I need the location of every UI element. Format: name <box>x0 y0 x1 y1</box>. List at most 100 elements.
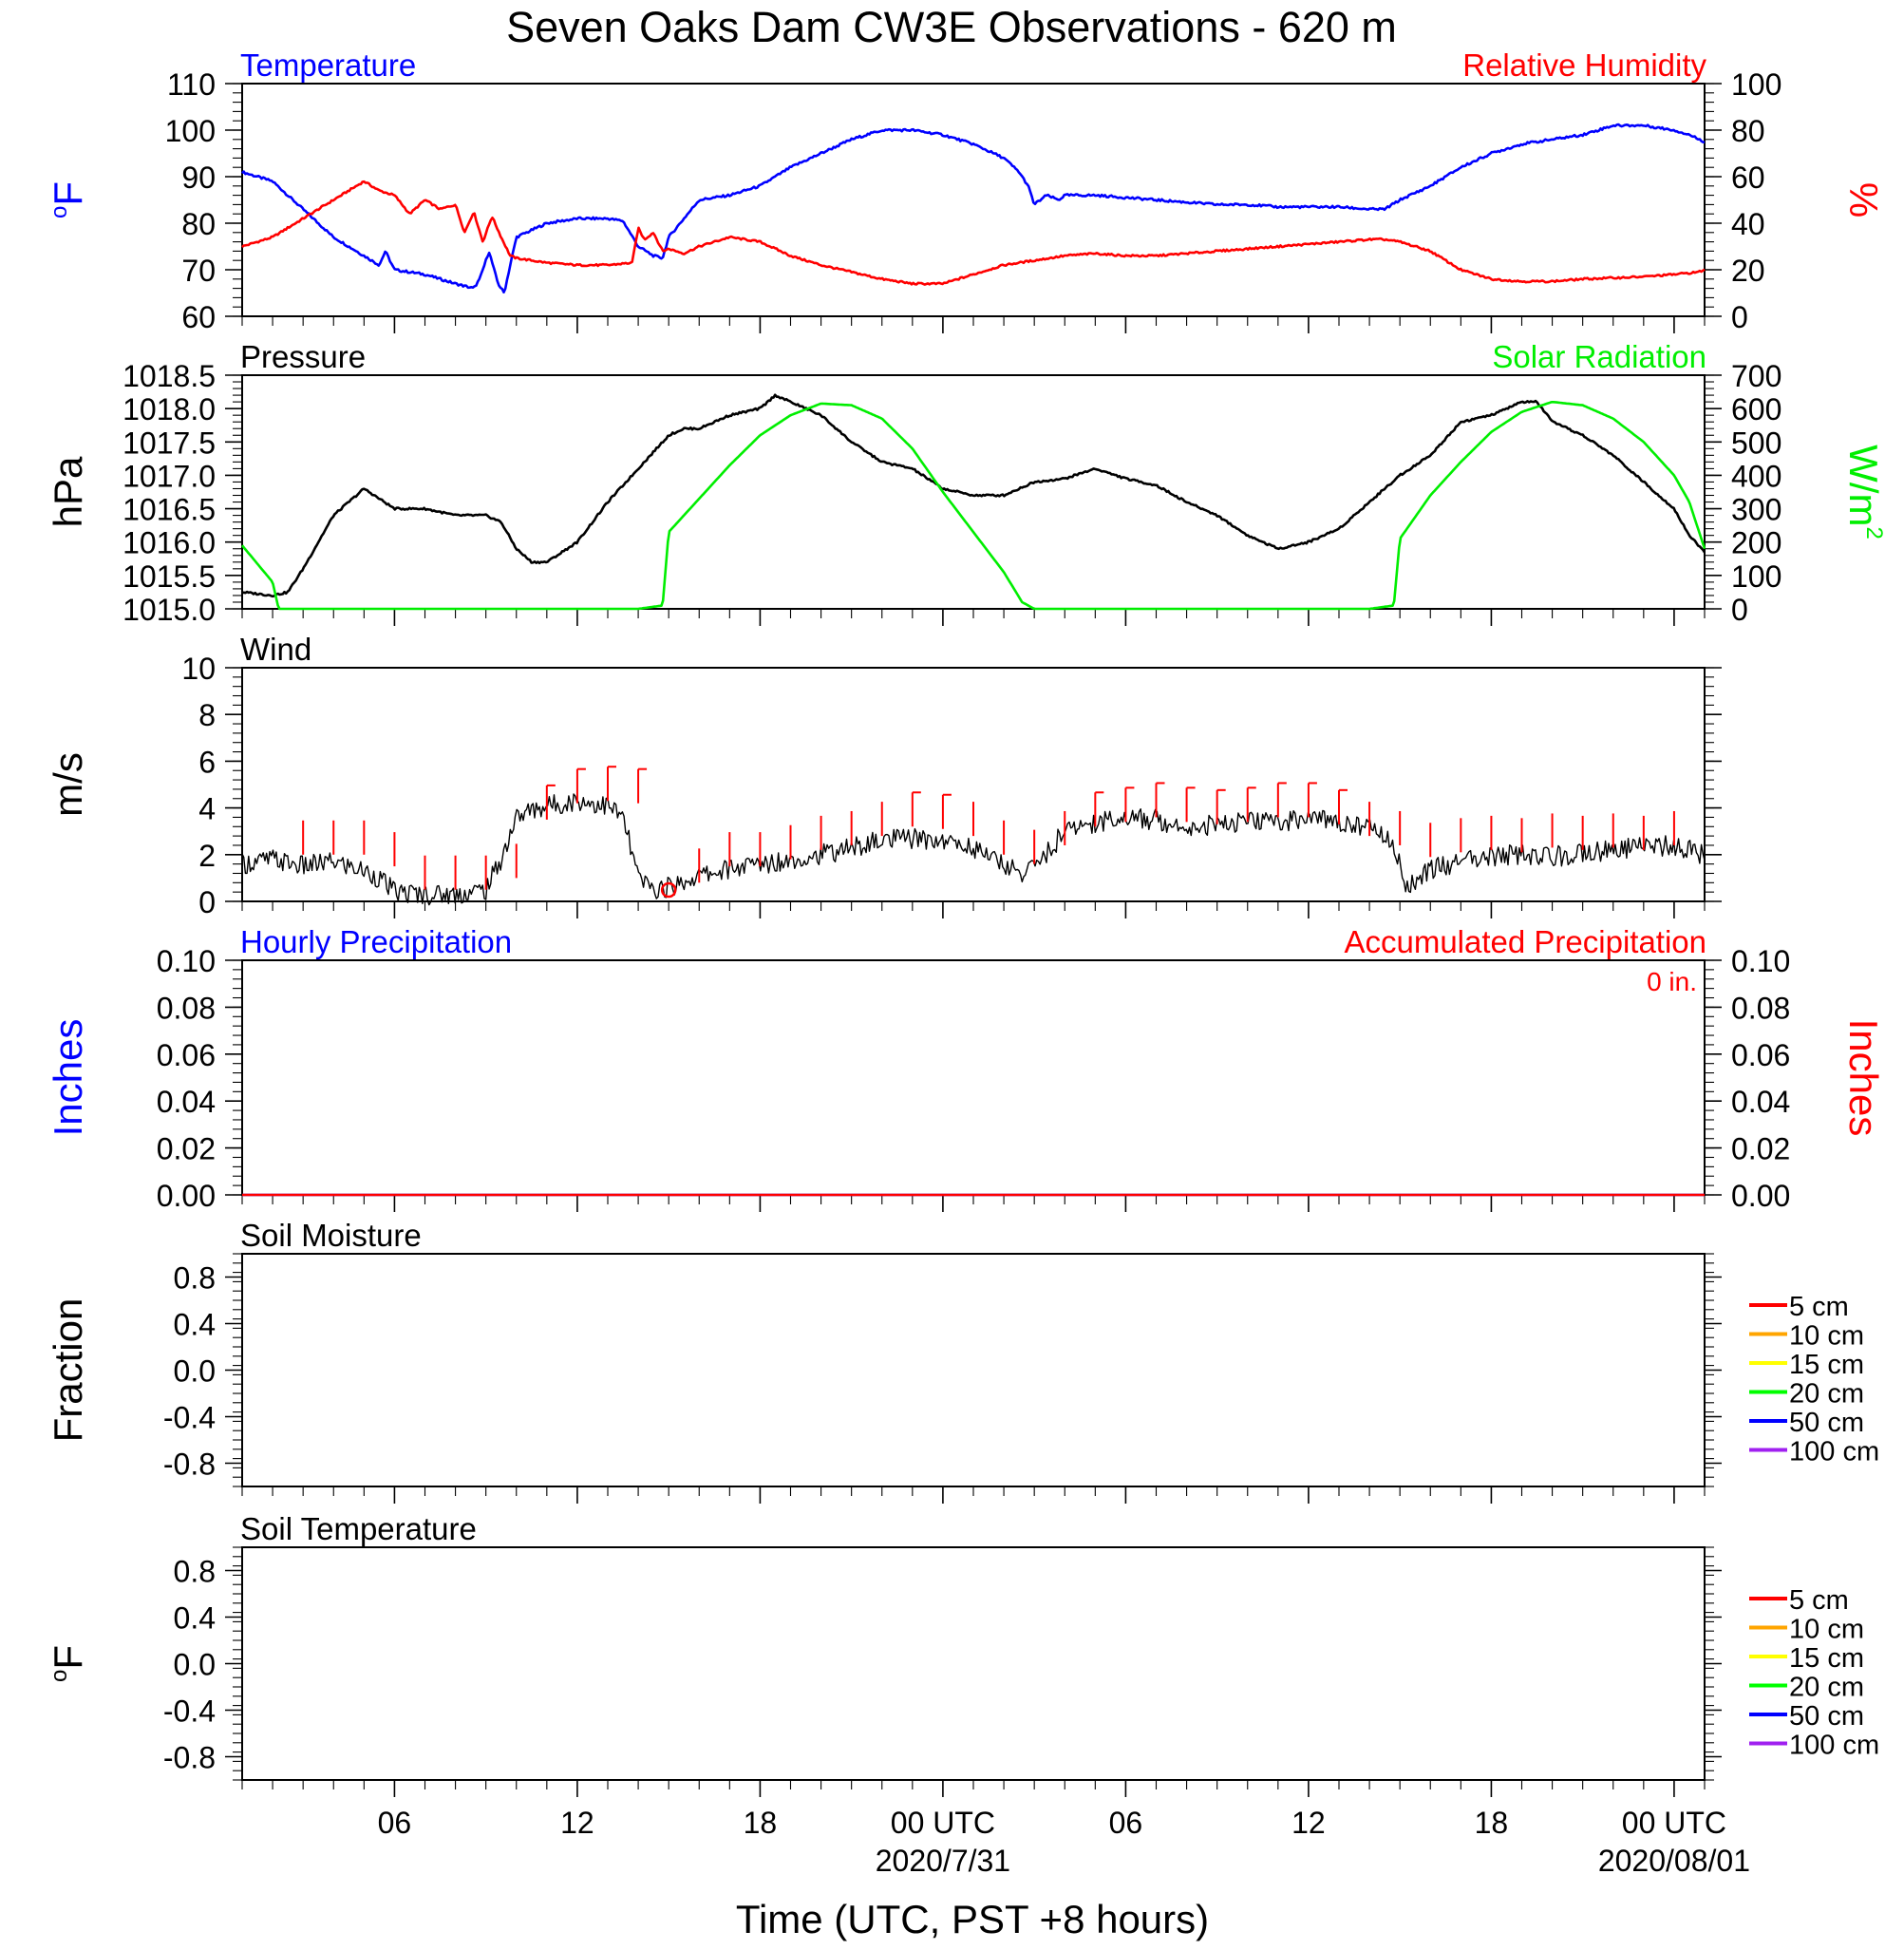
axis-label-text: Inches <box>46 1019 90 1137</box>
y-tick-label: 0.04 <box>157 1085 216 1119</box>
series-wind <box>241 793 1706 906</box>
y-axis-label: hPa <box>46 456 90 527</box>
axis-label-text: Fraction <box>46 1298 90 1443</box>
y2-tick-label: 0 <box>1731 300 1748 334</box>
y-tick-label: 0.06 <box>157 1038 216 1072</box>
y-tick-label: 60 <box>181 300 216 334</box>
y-tick-label: 0.4 <box>174 1308 216 1342</box>
legend-label: 10 cm <box>1789 1321 1864 1352</box>
y-tick-label: 1016.0 <box>123 526 216 560</box>
panel-title-left: Temperature <box>240 47 416 83</box>
plot-frame <box>241 667 1706 902</box>
wind-barb <box>545 784 556 820</box>
y2-tick-label: 0.00 <box>1731 1179 1790 1213</box>
wind-barb <box>1338 788 1348 824</box>
y-tick-label: 100 <box>165 114 216 148</box>
axis-label-text: oF <box>46 1645 90 1682</box>
wind-barb <box>575 767 586 804</box>
y-tick-label: 2 <box>198 839 216 873</box>
y2-tick-label: 0.04 <box>1731 1085 1790 1119</box>
y-tick-label: 0 <box>198 885 216 919</box>
y-tick-label: 90 <box>181 161 216 195</box>
accumulated-total-label: 0 in. <box>1647 967 1697 996</box>
y2-tick-label: 600 <box>1731 392 1781 426</box>
y2-tick-label: 100 <box>1731 67 1781 102</box>
y2-tick-label: 80 <box>1731 114 1765 148</box>
wind-barb <box>607 766 616 802</box>
wind-barb <box>1185 786 1196 823</box>
y-tick-label: 0.10 <box>157 944 216 978</box>
y-tick-label: 1015.5 <box>123 559 216 594</box>
wind-barb <box>1307 782 1317 818</box>
y-tick-label: 70 <box>181 254 216 288</box>
y-axis-label: oF <box>46 1645 90 1682</box>
y-tick-label: 0.4 <box>174 1601 216 1636</box>
legend-label: 20 cm <box>1789 1673 1864 1703</box>
wind-barb <box>1155 782 1165 818</box>
y-axis-label: Fraction <box>46 1298 90 1443</box>
x-tick-label: 12 <box>560 1806 594 1840</box>
y-tick-label: 1016.5 <box>123 493 216 527</box>
y2-tick-label: 0.08 <box>1731 991 1790 1025</box>
y-tick-label: 0.0 <box>174 1354 216 1389</box>
y-tick-label: -0.4 <box>163 1694 216 1729</box>
legend-label: 50 cm <box>1789 1408 1864 1438</box>
y-tick-label: 4 <box>198 792 216 826</box>
x-tick-label: 12 <box>1291 1806 1326 1840</box>
wind-barb <box>637 767 648 804</box>
legend-label: 100 cm <box>1789 1437 1879 1467</box>
axis-label-text: % <box>1841 182 1886 218</box>
x-tick-label: 00 UTC <box>1622 1806 1726 1840</box>
series-solar-radiation <box>240 401 1706 611</box>
y2-tick-label: 0.06 <box>1731 1038 1790 1072</box>
y-tick-label: -0.4 <box>163 1401 216 1435</box>
legend-label: 15 cm <box>1789 1643 1864 1674</box>
y-axis-label: Inches <box>46 1019 90 1137</box>
y-tick-label: 1017.0 <box>123 459 216 493</box>
wind-barb <box>1246 786 1256 823</box>
x-axis-label: Time (UTC, PST +8 hours) <box>736 1897 1209 1941</box>
y-tick-label: 0.02 <box>157 1132 216 1166</box>
y2-tick-label: 100 <box>1731 559 1781 594</box>
panel-title-right: Accumulated Precipitation <box>1344 924 1706 959</box>
y2-tick-label: 40 <box>1731 207 1765 241</box>
panel-title-left: Soil Temperature <box>240 1511 477 1546</box>
wind-barb <box>1124 786 1135 823</box>
legend-label: 5 cm <box>1789 1585 1849 1616</box>
chart-title: Seven Oaks Dam CW3E Observations - 620 m <box>506 3 1397 51</box>
panel-pressure_solar: 1015.01015.51016.01016.51017.01017.51018… <box>46 339 1887 627</box>
y2-axis-label: W/m2 <box>1841 445 1887 540</box>
x-tick-label: 06 <box>378 1806 412 1840</box>
series-temperature <box>241 123 1706 293</box>
axis-label-text: m/s <box>46 752 90 817</box>
y-tick-label: 10 <box>181 652 216 686</box>
panel-wind: 0 2 4 6 8 10 Wind m/s <box>46 632 1722 919</box>
panel-precip: 0.00 0.02 0.04 0.06 0.08 0.10 0.00 0.02 0.04 0.06… <box>46 924 1886 1213</box>
wind-barb <box>1094 791 1104 827</box>
legend-label: 5 cm <box>1789 1292 1849 1322</box>
series-relative-humidity <box>241 180 1706 286</box>
y-tick-label: 1017.5 <box>123 426 216 460</box>
panel-title-right: Solar Radiation <box>1492 339 1706 374</box>
plot-frame <box>241 83 1706 317</box>
wind-barb <box>911 791 921 827</box>
y2-tick-label: 20 <box>1731 254 1765 288</box>
y2-axis-label: % <box>1841 182 1886 218</box>
panel-title-right: Relative Humidity <box>1462 47 1706 83</box>
y2-tick-label: 400 <box>1731 459 1781 493</box>
x-tick-date-label: 2020/08/01 <box>1598 1844 1750 1878</box>
panel-title-left: Hourly Precipitation <box>240 924 512 959</box>
y-tick-label: 1018.0 <box>123 392 216 426</box>
panel-title-left: Soil Moisture <box>240 1218 422 1253</box>
y-tick-label: 80 <box>181 207 216 241</box>
calm-wind-marker <box>660 881 677 899</box>
y-tick-label: 0.00 <box>157 1179 216 1213</box>
wind-barb <box>1276 782 1287 818</box>
x-tick-label: 06 <box>1109 1806 1143 1840</box>
y2-tick-label: 0 <box>1731 593 1748 627</box>
panel-title-left: Pressure <box>240 339 366 374</box>
x-tick-label: 18 <box>744 1806 778 1840</box>
y-tick-label: 110 <box>167 67 216 102</box>
